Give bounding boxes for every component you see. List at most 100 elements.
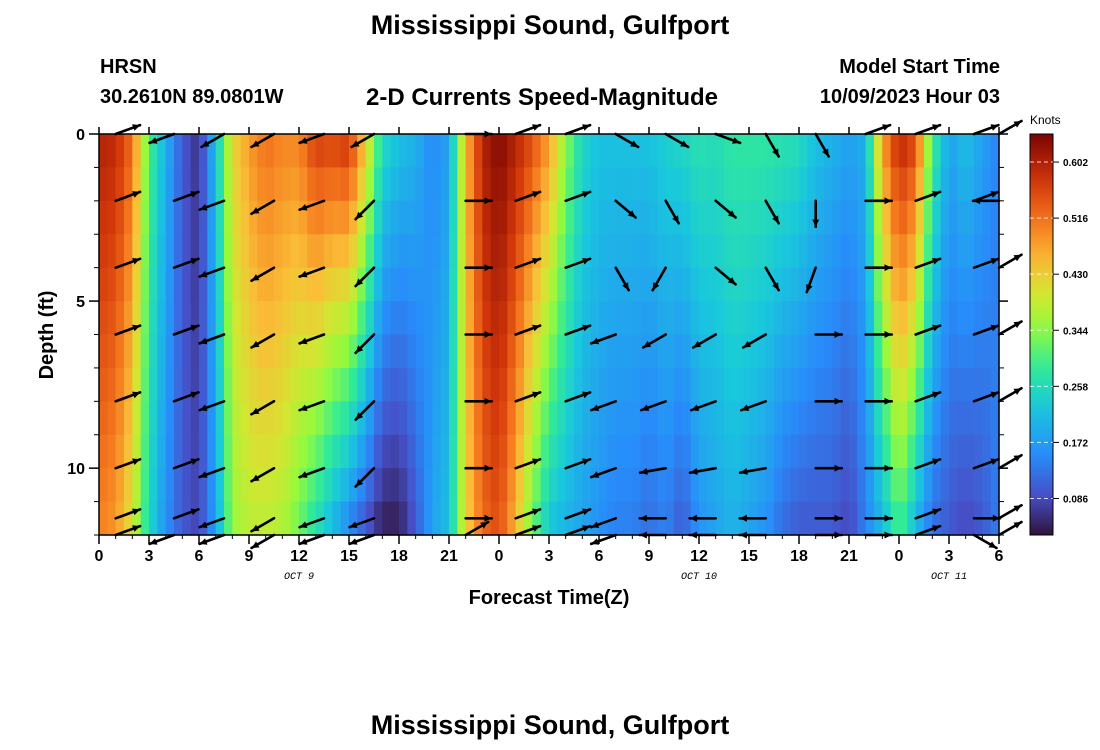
- heatmap-cell: [340, 334, 350, 369]
- heatmap-cell: [540, 200, 550, 235]
- heatmap-cell: [824, 468, 833, 503]
- heatmap-cell: [240, 134, 250, 169]
- heatmap-cell: [365, 134, 375, 169]
- heatmap-cell: [140, 367, 150, 402]
- heatmap-cell: [840, 401, 850, 436]
- heatmap-cell: [290, 468, 300, 503]
- heatmap-cell: [332, 434, 342, 469]
- heatmap-cell: [115, 234, 125, 269]
- heatmap-cell: [982, 334, 992, 369]
- heatmap-cell: [915, 167, 925, 202]
- heatmap-cell: [549, 234, 558, 269]
- heatmap-cell: [382, 434, 392, 469]
- heatmap-cell: [207, 167, 217, 202]
- heatmap-cell: [565, 501, 575, 536]
- current-vector: [764, 132, 781, 158]
- heatmap-cell: [865, 367, 875, 402]
- heatmap-cell: [540, 501, 550, 536]
- heatmap-cell: [540, 234, 550, 269]
- heatmap-cell: [865, 234, 875, 269]
- heatmap-cell: [749, 234, 758, 269]
- heatmap-cell: [165, 301, 175, 336]
- heatmap-cell: [240, 401, 250, 436]
- heatmap-cell: [840, 434, 850, 469]
- heatmap-cell: [665, 501, 675, 536]
- heatmap-cell: [557, 301, 567, 336]
- heatmap-cell: [649, 167, 658, 202]
- heatmap-cell: [440, 134, 450, 169]
- heatmap-cell: [740, 267, 750, 302]
- heatmap-cell: [932, 501, 942, 536]
- heatmap-cell: [640, 167, 650, 202]
- heatmap-cell: [615, 367, 625, 402]
- heatmap-cell: [132, 267, 142, 302]
- heatmap-cell: [957, 434, 967, 469]
- heatmap-cell: [124, 134, 133, 169]
- heatmap-cell: [882, 367, 892, 402]
- heatmap-cell: [257, 434, 267, 469]
- heatmap-cell: [524, 367, 533, 402]
- heatmap-cell: [599, 367, 608, 402]
- current-vector: [564, 391, 592, 403]
- heatmap-cell: [232, 134, 242, 169]
- current-vector: [972, 533, 998, 550]
- heatmap-cell: [557, 167, 567, 202]
- heatmap-cell: [607, 134, 617, 169]
- heatmap-cell: [490, 434, 500, 469]
- heatmap-cell: [574, 334, 583, 369]
- heatmap-cell: [407, 134, 417, 169]
- y-tick-label: 5: [76, 294, 85, 311]
- current-vector: [298, 399, 326, 412]
- heatmap-cell: [207, 367, 217, 402]
- heatmap-cell: [407, 468, 417, 503]
- current-vector: [997, 119, 1023, 136]
- heatmap-cell: [315, 468, 325, 503]
- heatmap-cell: [399, 501, 408, 536]
- heatmap-cell: [307, 434, 317, 469]
- heatmap-cell: [199, 501, 208, 536]
- heatmap-cell: [524, 200, 533, 235]
- heatmap-cell: [132, 501, 142, 536]
- x-axis: 0 3 6 9 12 15 18 21 0 3 6 9 12 15 18 21 0 3 6 OCT 9 OCT 10 OC…: [95, 127, 1004, 583]
- heatmap-cell: [990, 200, 1000, 235]
- heatmap-cell: [432, 200, 442, 235]
- heatmap-cell: [882, 334, 892, 369]
- heatmap-cell: [707, 301, 717, 336]
- heatmap-cell: [115, 267, 125, 302]
- heatmap-cell: [324, 334, 333, 369]
- y-tick-label: 10: [67, 461, 85, 478]
- heatmap-cell: [932, 134, 942, 169]
- heatmap-cell: [649, 401, 658, 436]
- heatmap-cell: [165, 167, 175, 202]
- heatmap-cell: [432, 501, 442, 536]
- heatmap-cell: [949, 200, 958, 235]
- current-vector: [864, 397, 894, 405]
- chart-title: Mississippi Sound, Gulfport: [370, 10, 730, 40]
- heatmap-cell: [840, 301, 850, 336]
- heatmap-cell: [349, 301, 358, 336]
- heatmap-cell: [190, 200, 200, 235]
- heatmap-cell: [474, 200, 483, 235]
- heatmap-cell: [515, 134, 525, 169]
- heatmap-cell: [315, 334, 325, 369]
- heatmap-cell: [890, 167, 900, 202]
- heatmap-cell: [924, 434, 933, 469]
- current-vector: [764, 199, 781, 225]
- heatmap-cell: [815, 434, 825, 469]
- heatmap-cell: [874, 200, 883, 235]
- heatmap-cell: [882, 134, 892, 169]
- heatmap-cell: [832, 234, 842, 269]
- heatmap-cell: [599, 167, 608, 202]
- heatmap-cell: [907, 334, 917, 369]
- heatmap-cell: [465, 434, 475, 469]
- heatmap-cell: [199, 134, 208, 169]
- heatmap-cell: [640, 267, 650, 302]
- heatmap-cell: [315, 200, 325, 235]
- heatmap-cell: [640, 401, 650, 436]
- current-vector: [172, 190, 200, 203]
- heatmap-cell: [624, 468, 633, 503]
- heatmap-cell: [799, 234, 808, 269]
- heatmap-cell: [657, 200, 667, 235]
- heatmap-cell: [465, 401, 475, 436]
- heatmap-cell: [499, 200, 508, 235]
